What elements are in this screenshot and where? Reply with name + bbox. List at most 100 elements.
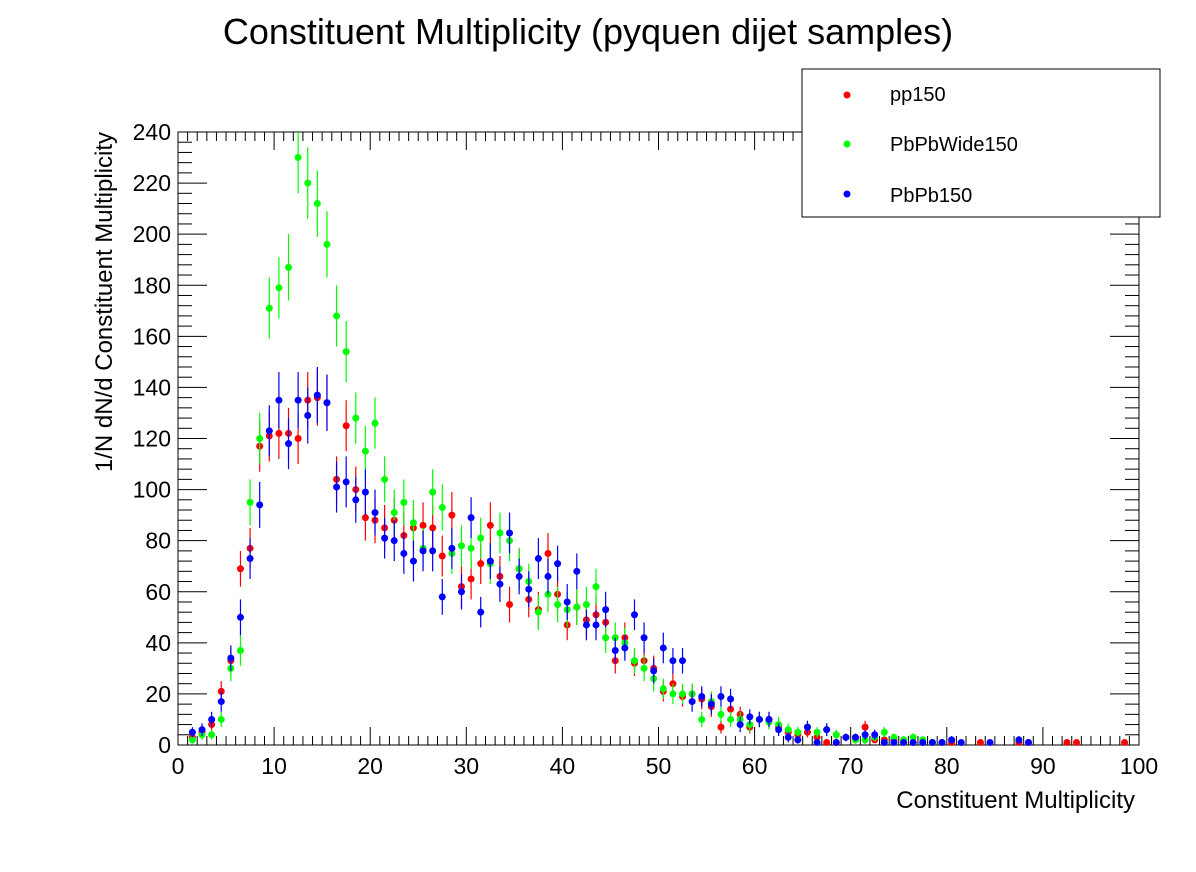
x-tick-label: 90	[1030, 753, 1056, 779]
data-point	[832, 738, 840, 746]
data-point	[880, 728, 888, 736]
data-point	[852, 733, 860, 741]
data-point	[448, 544, 456, 552]
data-point	[265, 427, 273, 435]
data-point	[554, 560, 562, 568]
data-point	[592, 621, 600, 629]
data-point	[304, 179, 312, 187]
data-point	[486, 521, 494, 529]
data-point	[352, 496, 360, 504]
data-point	[794, 728, 802, 736]
data-point	[727, 715, 735, 723]
data-point	[294, 435, 302, 442]
data-point	[563, 598, 571, 606]
data-point	[640, 664, 648, 672]
data-series-layer	[188, 132, 1129, 746]
data-point	[333, 312, 341, 320]
data-point	[1063, 738, 1071, 746]
data-point	[448, 511, 456, 519]
x-tick-label: 40	[550, 753, 576, 779]
data-point	[246, 555, 254, 563]
data-point	[256, 501, 264, 509]
data-point	[467, 544, 475, 552]
data-point	[688, 698, 696, 706]
y-tick-label: 20	[145, 681, 171, 707]
data-point	[784, 726, 792, 734]
data-point	[477, 608, 485, 616]
data-point	[755, 715, 763, 723]
data-point	[525, 585, 533, 593]
data-point	[544, 549, 552, 557]
data-point	[265, 304, 273, 312]
data-point	[438, 503, 446, 511]
data-point	[698, 692, 706, 700]
data-point	[313, 391, 321, 399]
data-point	[861, 723, 869, 731]
data-point	[294, 396, 302, 404]
data-point	[236, 646, 244, 654]
data-point	[515, 572, 523, 580]
data-point	[803, 723, 811, 731]
data-point	[390, 509, 398, 517]
x-tick-label: 60	[742, 753, 768, 779]
data-point	[217, 698, 225, 706]
data-point	[534, 555, 542, 563]
legend-marker-pbpbwide150	[843, 140, 851, 148]
legend-marker-pbpb150	[843, 190, 851, 198]
data-point	[467, 575, 475, 583]
y-tick-label: 140	[133, 374, 171, 400]
data-point	[986, 738, 994, 746]
data-point	[313, 200, 321, 208]
data-point	[880, 738, 888, 746]
y-tick-label: 200	[133, 221, 171, 247]
data-point	[361, 514, 369, 522]
data-point	[717, 710, 725, 718]
x-tick-label: 30	[454, 753, 480, 779]
data-point	[342, 478, 350, 486]
data-point	[429, 524, 437, 532]
data-point	[909, 738, 917, 746]
data-point	[602, 606, 610, 614]
data-point	[823, 726, 831, 734]
data-point	[304, 412, 312, 420]
y-tick-label: 120	[133, 426, 171, 452]
data-point	[294, 154, 302, 162]
data-point	[381, 475, 389, 483]
data-point	[208, 715, 216, 723]
data-point	[717, 723, 725, 731]
data-point	[217, 715, 225, 723]
data-point	[669, 690, 677, 698]
y-tick-label: 60	[145, 579, 171, 605]
data-point	[630, 611, 638, 619]
x-tick-label: 70	[838, 753, 864, 779]
x-tick-label: 20	[357, 753, 383, 779]
x-tick-label: 50	[646, 753, 672, 779]
data-point	[246, 498, 254, 506]
data-point	[342, 422, 350, 430]
data-point	[890, 733, 898, 741]
data-point	[419, 547, 427, 555]
data-point	[928, 738, 936, 746]
data-point	[429, 547, 437, 555]
y-tick-labels: 0 20 40 60 80 100 120 140 160 180 200 220 240	[133, 119, 171, 758]
data-point	[457, 588, 465, 596]
data-point	[506, 529, 514, 537]
data-point	[602, 634, 610, 642]
data-point	[659, 685, 667, 693]
data-point	[236, 613, 244, 621]
data-point	[198, 726, 206, 734]
data-point	[775, 726, 783, 734]
data-point	[208, 731, 216, 739]
data-point	[477, 560, 485, 568]
data-point	[832, 731, 840, 739]
data-point	[457, 542, 465, 550]
y-tick-label: 40	[145, 630, 171, 656]
data-point	[333, 483, 341, 491]
data-point	[361, 488, 369, 496]
data-point	[823, 738, 831, 746]
data-point	[438, 552, 446, 560]
x-tick-label: 80	[934, 753, 960, 779]
data-point	[813, 728, 821, 736]
data-point	[400, 498, 408, 506]
data-point	[256, 435, 264, 442]
